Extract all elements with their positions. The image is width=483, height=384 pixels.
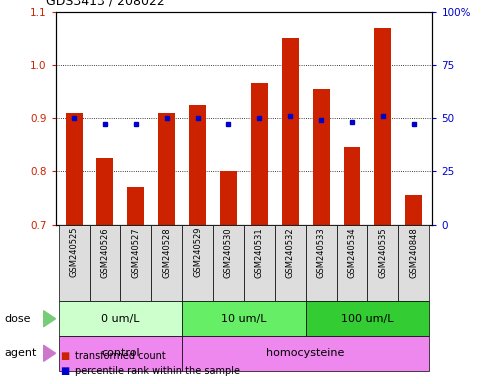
Bar: [182, 225, 213, 301]
Text: GSM240525: GSM240525: [70, 227, 79, 278]
Text: dose: dose: [5, 314, 31, 324]
Bar: [89, 225, 120, 301]
Bar: [182, 336, 429, 371]
Text: GSM240848: GSM240848: [409, 227, 418, 278]
Text: 10 um/L: 10 um/L: [221, 314, 267, 324]
Text: agent: agent: [5, 348, 37, 358]
Polygon shape: [43, 311, 56, 327]
Bar: [368, 225, 398, 301]
Bar: [66, 113, 83, 225]
Text: percentile rank within the sample: percentile rank within the sample: [75, 366, 240, 376]
Bar: [374, 28, 391, 225]
Text: GDS3413 / 208022: GDS3413 / 208022: [46, 0, 165, 8]
Text: transformed count: transformed count: [75, 351, 166, 361]
Bar: [337, 225, 368, 301]
Bar: [120, 225, 151, 301]
Bar: [282, 38, 298, 225]
Bar: [97, 158, 114, 225]
Bar: [182, 301, 306, 336]
Bar: [158, 113, 175, 225]
Polygon shape: [43, 345, 56, 361]
Text: GSM240533: GSM240533: [317, 227, 326, 278]
Bar: [220, 171, 237, 225]
Bar: [275, 225, 306, 301]
Bar: [213, 225, 244, 301]
Text: 0 um/L: 0 um/L: [101, 314, 140, 324]
Text: ■: ■: [60, 351, 70, 361]
Bar: [58, 225, 89, 301]
Bar: [189, 105, 206, 225]
Bar: [306, 225, 337, 301]
Bar: [251, 83, 268, 225]
Text: control: control: [101, 348, 140, 358]
Text: GSM240535: GSM240535: [378, 227, 387, 278]
Text: GSM240532: GSM240532: [286, 227, 295, 278]
Bar: [128, 187, 144, 225]
Bar: [343, 147, 360, 225]
Text: ■: ■: [60, 366, 70, 376]
Bar: [398, 225, 429, 301]
Text: GSM240530: GSM240530: [224, 227, 233, 278]
Text: GSM240531: GSM240531: [255, 227, 264, 278]
Text: GSM240526: GSM240526: [100, 227, 110, 278]
Text: 100 um/L: 100 um/L: [341, 314, 394, 324]
Text: GSM240528: GSM240528: [162, 227, 171, 278]
Bar: [405, 195, 422, 225]
Bar: [151, 225, 182, 301]
Bar: [313, 89, 329, 225]
Bar: [244, 225, 275, 301]
Bar: [306, 301, 429, 336]
Text: GSM240529: GSM240529: [193, 227, 202, 278]
Bar: [58, 301, 182, 336]
Text: GSM240527: GSM240527: [131, 227, 141, 278]
Text: GSM240534: GSM240534: [347, 227, 356, 278]
Bar: [58, 336, 182, 371]
Text: homocysteine: homocysteine: [267, 348, 345, 358]
